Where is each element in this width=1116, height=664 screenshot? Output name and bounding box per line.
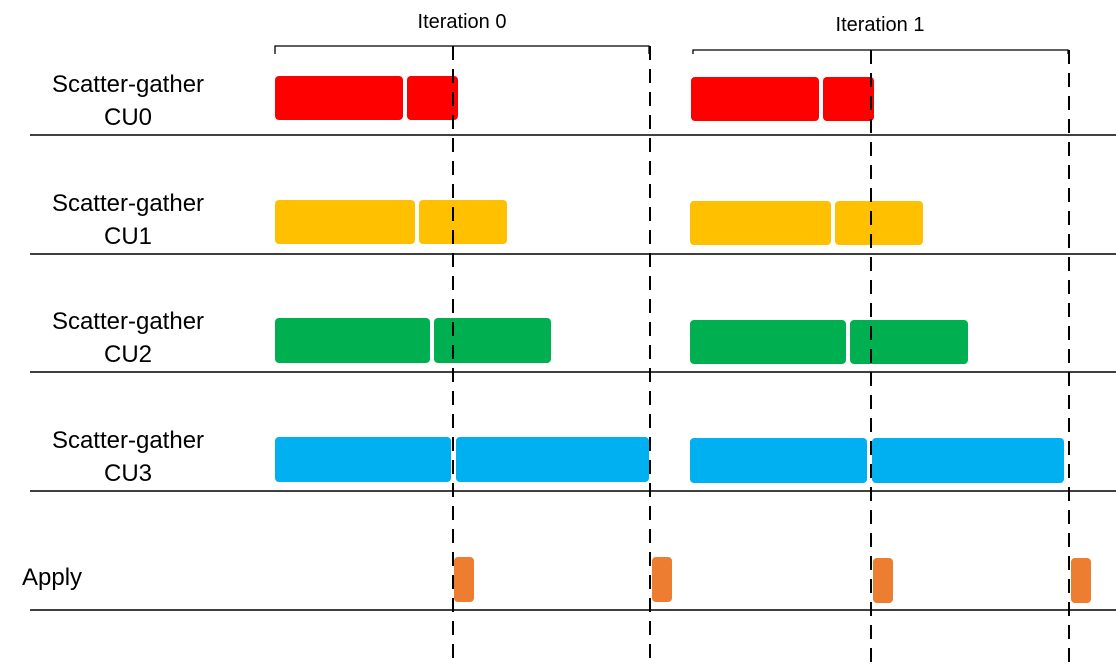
cu2-iter1-bar-b: [850, 320, 968, 364]
cu1-iter0-bar-b: [419, 200, 507, 244]
row-3-label-line1: Scatter-gather: [52, 427, 204, 454]
row-separators: [30, 134, 1116, 611]
cu0-iter1-bar-b: [823, 77, 874, 121]
row-3-label-line2: CU3: [104, 460, 152, 487]
cu0-iter1-bar-a: [691, 77, 819, 121]
cu1-iter1-bar-b: [835, 201, 923, 245]
row-1-label-line1: Scatter-gather: [52, 190, 204, 217]
cu1-iter1-bar-a: [690, 201, 831, 245]
iteration-0-label: Iteration 0: [418, 11, 507, 33]
cu3-iter1-bar-a: [690, 438, 867, 483]
row-0-label-line2: CU0: [104, 104, 152, 131]
cu1-iter0-bar-a: [275, 200, 415, 244]
cu0-iter0-bar-a: [275, 76, 403, 120]
cu2-iter0-bar-a: [275, 318, 430, 363]
apply-bar-1: [454, 557, 474, 602]
apply-label: Apply: [22, 564, 82, 591]
cu2-iter1-bar-a: [690, 320, 846, 364]
sync-lines: [452, 46, 1070, 664]
iteration-1-bracket: [692, 49, 1069, 54]
iteration-1-label: Iteration 1: [836, 14, 925, 36]
apply-bar-2: [652, 557, 672, 602]
cu3-iter0-bar-a: [275, 437, 451, 482]
cu3-iter1-bar-b: [872, 438, 1064, 483]
apply-bar-4: [1071, 558, 1091, 603]
iteration-0-bracket: [274, 45, 650, 54]
cu3-iter0-bar-b: [456, 437, 649, 482]
cu0-iter0-bar-b: [407, 76, 458, 120]
row-1-label-line2: CU1: [104, 223, 152, 250]
row-0-label-line1: Scatter-gather: [52, 71, 204, 98]
apply-bar-3: [873, 558, 893, 603]
row-2-label-line1: Scatter-gather: [52, 308, 204, 335]
cu2-iter0-bar-b: [434, 318, 551, 363]
row-2-label-line2: CU2: [104, 341, 152, 368]
